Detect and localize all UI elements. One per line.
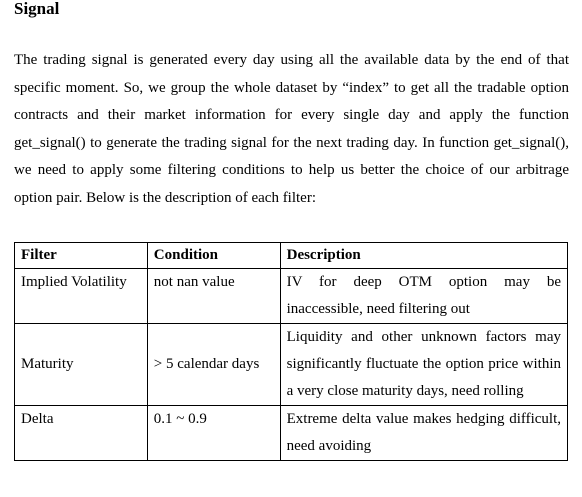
header-condition: Condition bbox=[146, 242, 281, 269]
description-cell: Extreme delta value makes hedging diffic… bbox=[279, 405, 569, 461]
section-heading: Signal bbox=[14, 0, 60, 18]
description-cell: Liquidity and other unknown factors may … bbox=[279, 323, 569, 406]
header-description: Description bbox=[279, 242, 569, 269]
filter-cell: Delta bbox=[14, 405, 148, 461]
header-filter: Filter bbox=[14, 242, 148, 269]
description-cell: IV for deep OTM option may be inaccessib… bbox=[279, 268, 569, 324]
condition-cell: 0.1 ~ 0.9 bbox=[146, 405, 281, 461]
filter-table: Filter Condition Description Implied Vol… bbox=[14, 242, 569, 461]
table-row: Implied Volatility not nan value IV for … bbox=[14, 268, 569, 324]
table-header-row: Filter Condition Description bbox=[14, 242, 569, 269]
condition-cell: not nan value bbox=[146, 268, 281, 324]
section-paragraph: The trading signal is generated every da… bbox=[14, 52, 569, 206]
filter-cell: Implied Volatility bbox=[14, 268, 148, 324]
table-row: Delta 0.1 ~ 0.9 Extreme delta value make… bbox=[14, 405, 569, 461]
condition-cell: > 5 calendar days bbox=[146, 323, 281, 406]
filter-cell: Maturity bbox=[14, 323, 148, 406]
table-row: Maturity > 5 calendar days Liquidity and… bbox=[14, 323, 569, 406]
